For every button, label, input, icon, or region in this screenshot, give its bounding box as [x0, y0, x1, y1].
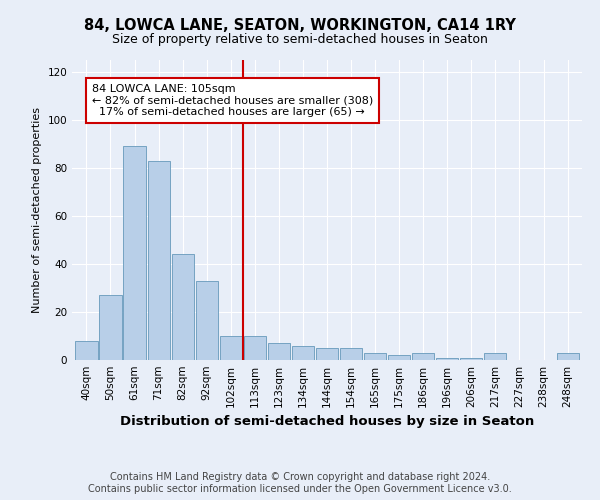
Bar	[364, 353, 386, 360]
Bar	[388, 355, 410, 360]
Bar	[196, 281, 218, 360]
Text: 84, LOWCA LANE, SEATON, WORKINGTON, CA14 1RY: 84, LOWCA LANE, SEATON, WORKINGTON, CA14…	[84, 18, 516, 32]
Bar	[412, 353, 434, 360]
Bar	[557, 353, 578, 360]
Bar	[100, 295, 122, 360]
Bar	[268, 343, 290, 360]
Bar	[436, 358, 458, 360]
Text: 84 LOWCA LANE: 105sqm
← 82% of semi-detached houses are smaller (308)
  17% of s: 84 LOWCA LANE: 105sqm ← 82% of semi-deta…	[92, 84, 373, 117]
Text: Contains HM Land Registry data © Crown copyright and database right 2024.
Contai: Contains HM Land Registry data © Crown c…	[88, 472, 512, 494]
Bar	[124, 146, 146, 360]
Y-axis label: Number of semi-detached properties: Number of semi-detached properties	[32, 107, 42, 313]
Bar	[76, 341, 98, 360]
X-axis label: Distribution of semi-detached houses by size in Seaton: Distribution of semi-detached houses by …	[120, 416, 534, 428]
Bar	[244, 336, 266, 360]
Bar	[292, 346, 314, 360]
Text: Size of property relative to semi-detached houses in Seaton: Size of property relative to semi-detach…	[112, 32, 488, 46]
Bar	[460, 358, 482, 360]
Bar	[484, 353, 506, 360]
Bar	[316, 348, 338, 360]
Bar	[148, 161, 170, 360]
Bar	[340, 348, 362, 360]
Bar	[172, 254, 194, 360]
Bar	[220, 336, 242, 360]
